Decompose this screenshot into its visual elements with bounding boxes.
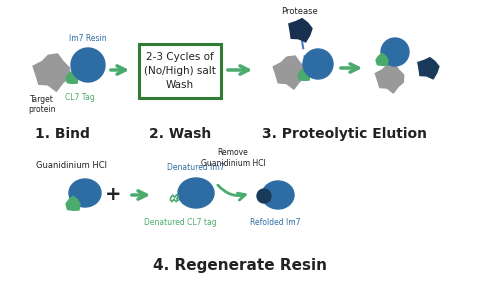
- Ellipse shape: [71, 48, 105, 82]
- Ellipse shape: [178, 178, 214, 208]
- Ellipse shape: [303, 49, 333, 79]
- Polygon shape: [298, 68, 310, 80]
- Text: Refolded Im7: Refolded Im7: [250, 218, 300, 227]
- Text: Denatured Im7: Denatured Im7: [167, 163, 225, 172]
- Text: 2. Wash: 2. Wash: [149, 127, 211, 141]
- Text: Protease: Protease: [282, 7, 318, 16]
- Text: +: +: [105, 185, 121, 205]
- Polygon shape: [375, 64, 404, 93]
- Text: Guanidinium HCl: Guanidinium HCl: [36, 161, 107, 170]
- Polygon shape: [66, 71, 78, 84]
- Text: Denatured CL7 tag: Denatured CL7 tag: [144, 218, 216, 227]
- Polygon shape: [376, 53, 388, 65]
- Text: 1. Bind: 1. Bind: [35, 127, 89, 141]
- Text: 2-3 Cycles of
(No/High) salt
Wash: 2-3 Cycles of (No/High) salt Wash: [144, 52, 216, 90]
- Ellipse shape: [381, 38, 409, 66]
- Text: Remove
Guanidinium HCl: Remove Guanidinium HCl: [201, 148, 265, 168]
- Polygon shape: [273, 56, 306, 89]
- Text: CL7 Tag: CL7 Tag: [65, 93, 95, 102]
- Polygon shape: [33, 54, 70, 91]
- Ellipse shape: [262, 181, 294, 209]
- Text: 3. Proteolytic Elution: 3. Proteolytic Elution: [263, 127, 428, 141]
- FancyBboxPatch shape: [139, 44, 221, 98]
- Text: Im7 Resin: Im7 Resin: [69, 34, 107, 43]
- Ellipse shape: [69, 179, 101, 207]
- Text: Target
protein: Target protein: [28, 95, 56, 114]
- Polygon shape: [289, 19, 312, 42]
- Ellipse shape: [257, 189, 271, 203]
- Polygon shape: [66, 196, 80, 210]
- Polygon shape: [418, 58, 439, 79]
- Text: 4. Regenerate Resin: 4. Regenerate Resin: [153, 258, 327, 273]
